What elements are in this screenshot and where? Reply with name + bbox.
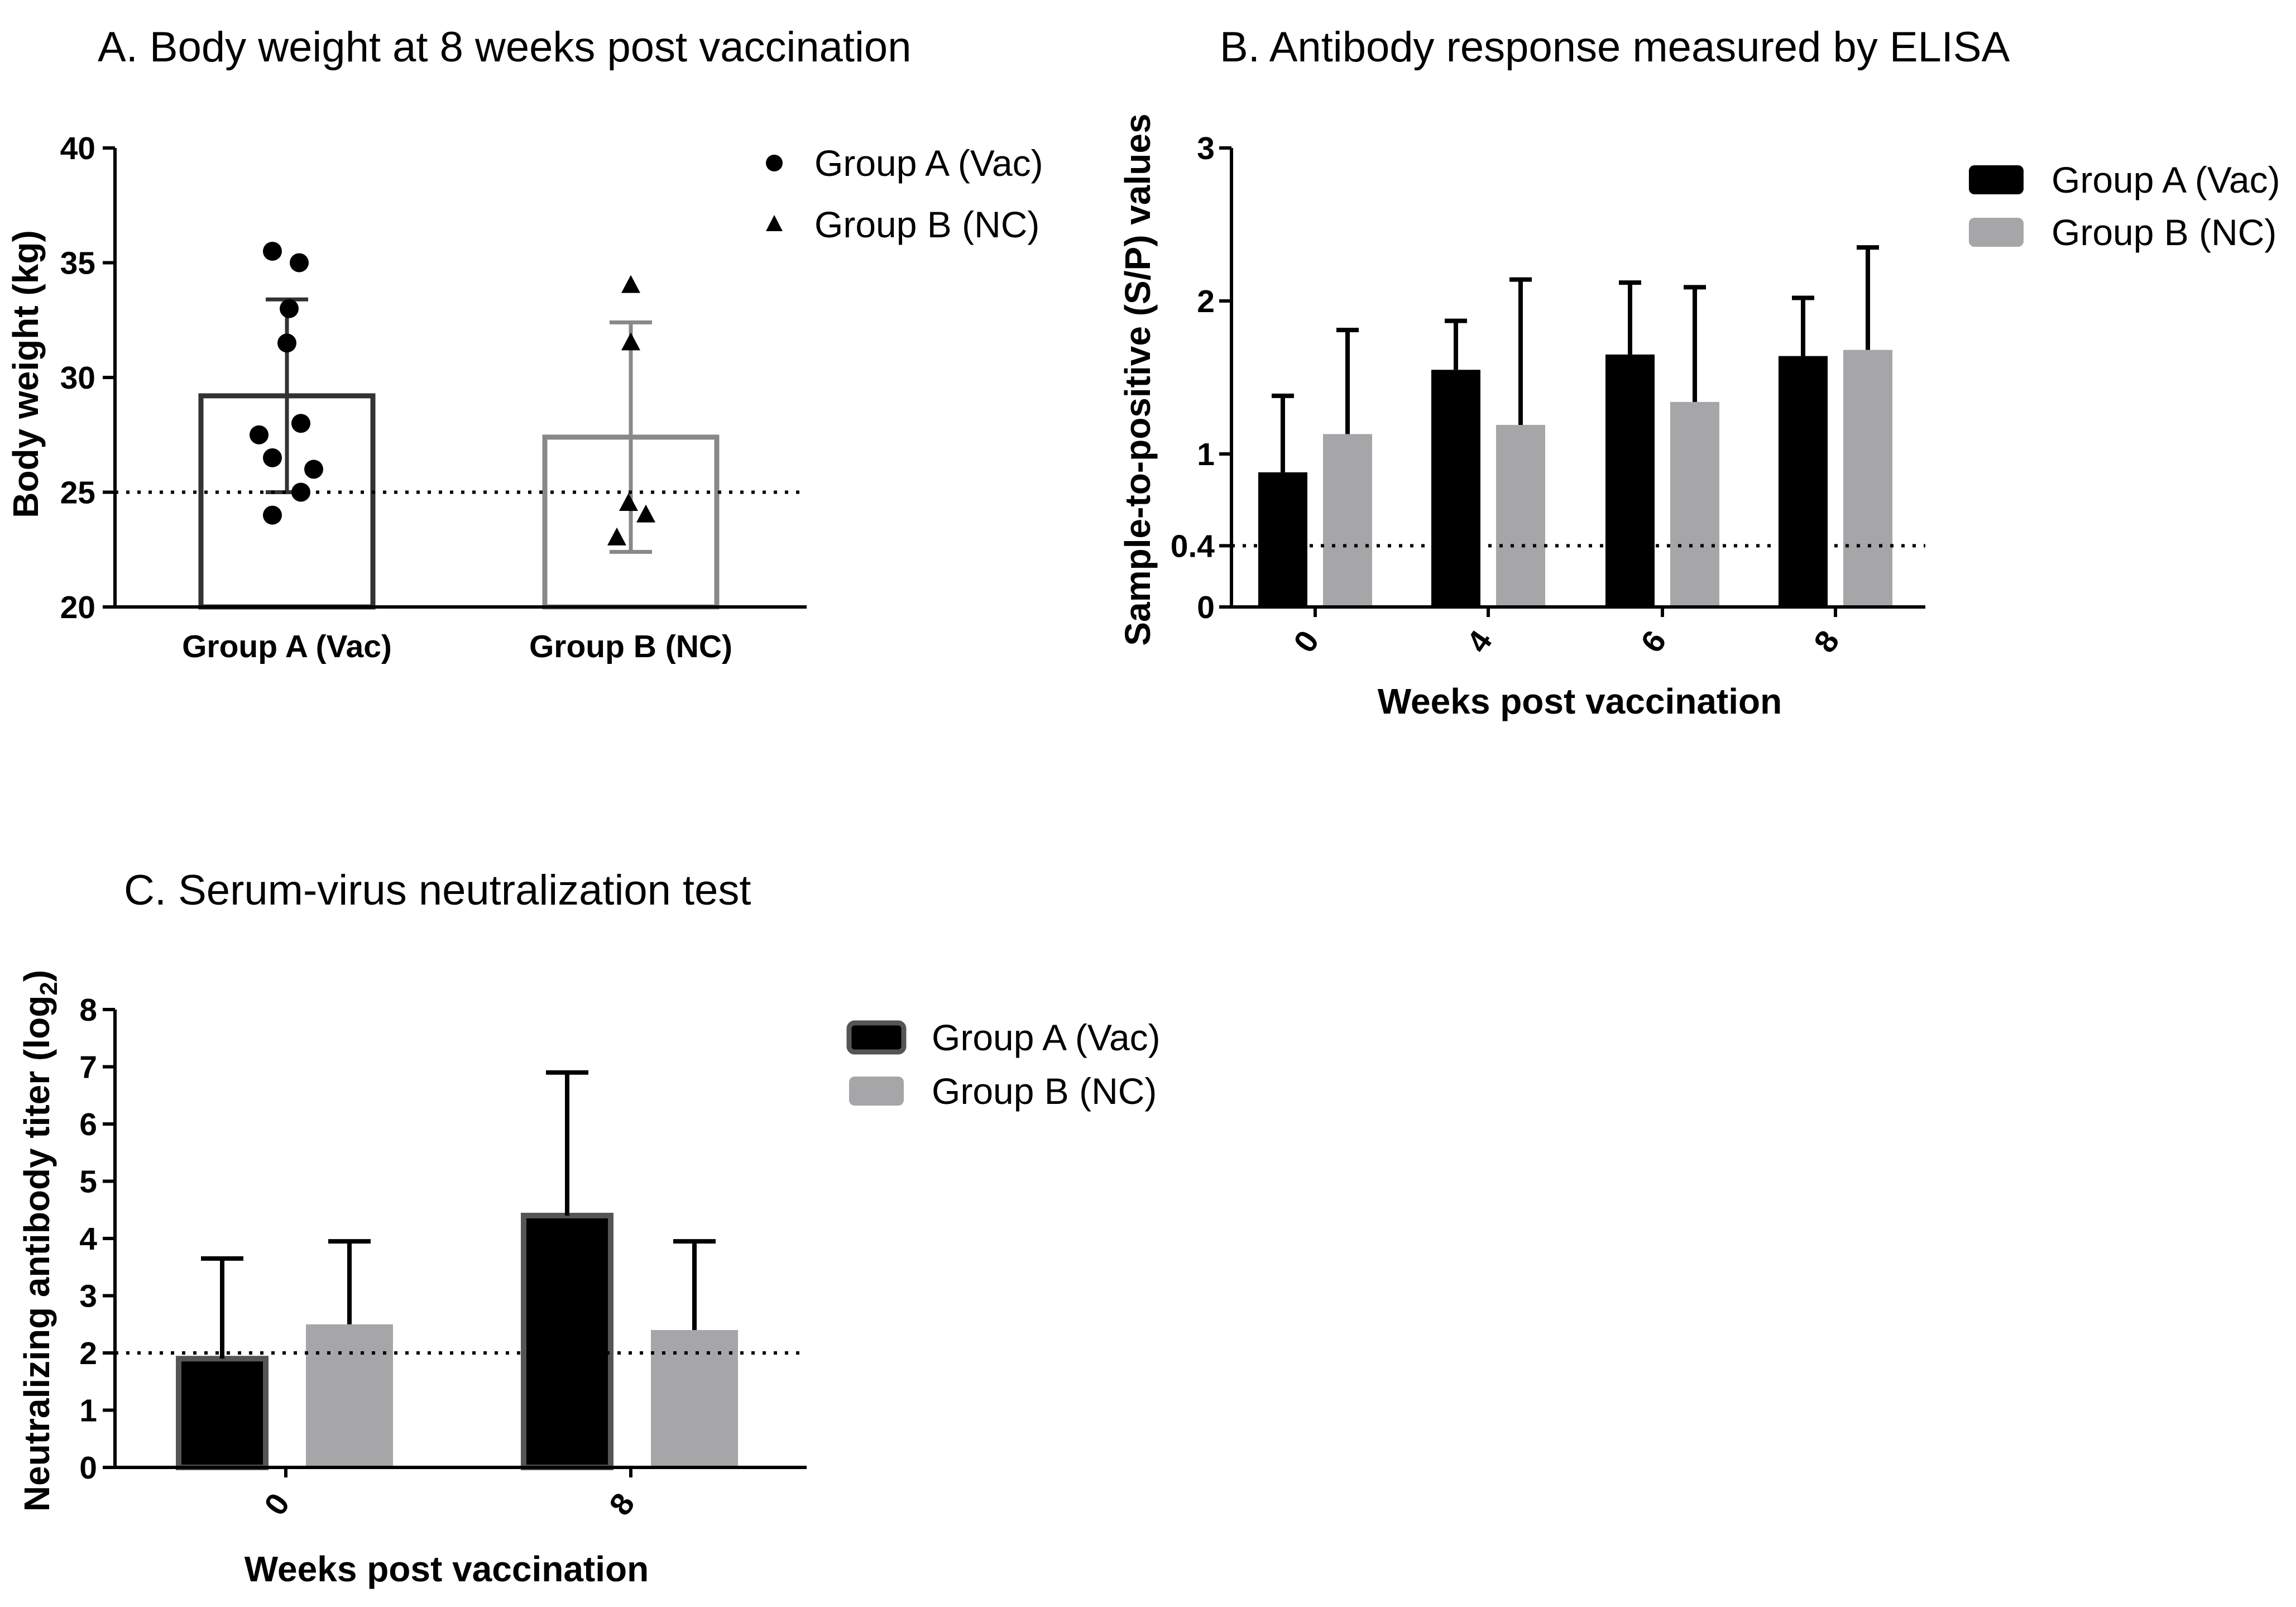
data-point [607,527,626,546]
bar [1496,424,1545,607]
y-tick-label: 3 [79,1279,97,1314]
panel-b-elisa: B. Antibody response measured by ELISA S… [1118,23,2280,721]
panel-b-x-axis-label: Weeks post vaccination [1378,681,1782,721]
data-point [263,505,282,525]
y-tick-label: 7 [79,1050,97,1085]
bar [521,1213,613,1470]
panel-c-neutralization: C. Serum-virus neutralization test Neutr… [17,867,1161,1589]
data-point [304,460,323,479]
x-tick-label: 8 [1807,624,1847,659]
data-point [250,425,269,444]
panel-a-title: A. Body weight at 8 weeks post vaccinati… [98,23,911,71]
y-tick-label: 8 [79,992,97,1028]
y-tick-label: 0 [79,1450,97,1486]
data-point [619,493,638,511]
y-tick-label: 2 [79,1336,97,1371]
x-tick-label: Group B (NC) [529,629,732,664]
x-tick-label: 8 [602,1487,642,1522]
bar [1605,354,1655,607]
panel-c-title: C. Serum-virus neutralization test [124,867,751,914]
x-tick-label: Group A (Vac) [182,629,392,664]
y-tick-label: 25 [60,475,95,511]
legend-group-a-label: Group A (Vac) [932,1017,1161,1058]
bar [1258,472,1307,607]
y-tick-label: 1 [79,1393,97,1429]
bar [306,1324,393,1467]
y-tick-label: 0 [1197,590,1215,625]
y-tick-label: 4 [79,1221,97,1257]
bar [1323,434,1372,607]
data-point [280,299,299,318]
data-point [621,332,640,351]
panel-a-body-weight: A. Body weight at 8 weeks post vaccinati… [6,23,1043,664]
y-tick-label: 0.4 [1171,528,1215,564]
legend-group-b-swatch [849,1077,904,1106]
x-tick-label: 0 [257,1487,297,1522]
legend-group-b-label: Group B (NC) [932,1070,1157,1112]
panel-c-y-axis-label-end: ) [17,970,57,982]
y-tick-label: 40 [60,131,95,166]
y-tick-label: 30 [60,360,95,396]
legend-group-b-swatch [1969,218,2024,247]
data-point [290,253,309,272]
panel-c-y-axis-label-sub: 2 [35,982,63,995]
legend-group-b-label: Group B (NC) [814,204,1039,245]
legend-group-a-label: Group A (Vac) [2051,159,2280,200]
data-point [277,333,296,353]
data-point [291,414,310,433]
y-tick-label: 2 [1197,284,1215,319]
legend-group-a-swatch [846,1020,907,1055]
y-tick-label: 20 [60,590,95,625]
legend-group-b-marker [766,215,783,231]
x-tick-label: 0 [1287,624,1326,659]
legend-group-a-swatch [1969,165,2024,194]
bar [1843,350,1892,607]
panel-c-y-axis-label: Neutralizing antibody titer (log2) [17,970,63,1512]
y-tick-label: 5 [79,1164,97,1200]
panel-b-title: B. Antibody response measured by ELISA [1220,23,2010,71]
y-tick-label: 6 [79,1107,97,1142]
legend-group-a-label: Group A (Vac) [814,142,1043,184]
panel-a-plot-area: 20 25 30 35 40 Group A (Vac) Group B (NC) Group… [60,131,1043,664]
legend-group-a-marker [766,155,783,171]
bar [1431,370,1480,607]
panel-b-plot-area: 0 0.4 1 2 3 0 4 6 8 Group A (Vac) Group B (NC) [1171,131,2280,659]
panel-b-y-axis-label: Sample-to-positive (S/P) values [1118,113,1158,645]
data-point [621,275,640,293]
data-point [263,448,282,467]
bar [1779,356,1828,607]
panel-c-plot-area: 0 1 2 3 4 5 6 7 8 0 8 Group A (Vac) Group B (NC) [79,992,1160,1522]
y-tick-label: 3 [1197,131,1215,166]
bar [651,1330,738,1467]
x-tick-label: 4 [1460,624,1499,659]
data-point [636,504,655,523]
data-point [263,241,282,261]
x-tick-label: 6 [1634,624,1674,659]
panel-c-y-axis-label-main: Neutralizing antibody titer (log [17,996,57,1512]
legend-group-b-label: Group B (NC) [2051,212,2276,253]
y-tick-label: 1 [1197,437,1215,472]
data-point [291,482,310,502]
y-tick-label: 35 [60,246,95,281]
bar [176,1356,269,1470]
panel-a-y-axis-label: Body weight (kg) [6,230,46,518]
panel-c-x-axis-label: Weeks post vaccination [245,1549,649,1589]
bar [1670,401,1719,607]
